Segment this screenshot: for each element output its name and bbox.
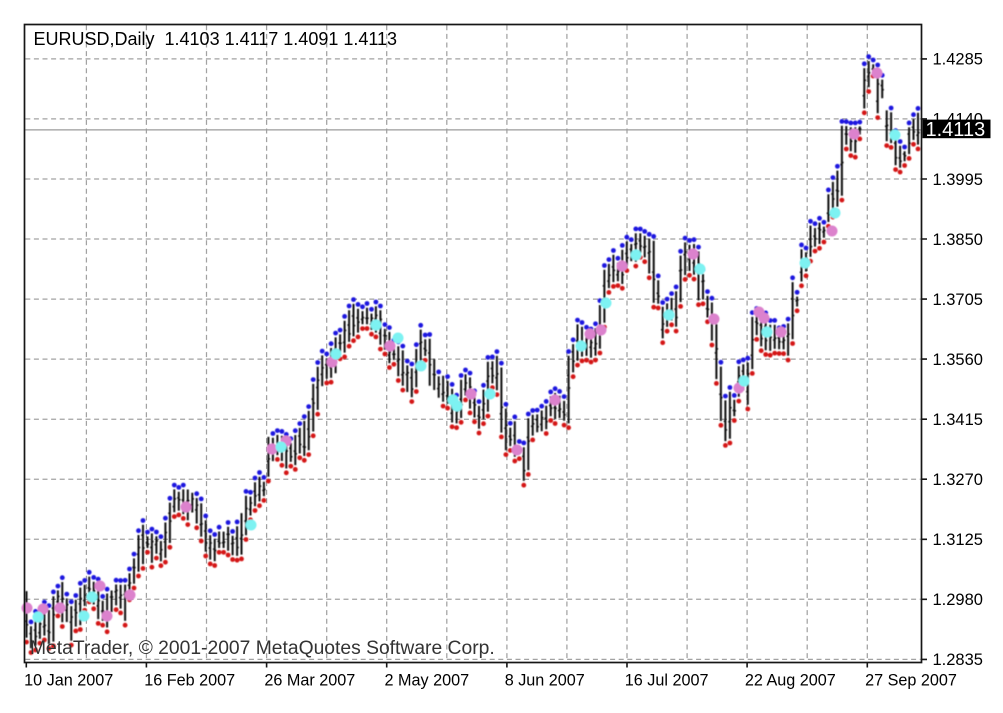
svg-text:1.3705: 1.3705: [933, 291, 983, 309]
svg-text:2 May 2007: 2 May 2007: [385, 672, 470, 690]
svg-text:1.3995: 1.3995: [933, 171, 983, 189]
svg-text:1.3850: 1.3850: [933, 231, 983, 249]
svg-text:27 Sep 2007: 27 Sep 2007: [865, 672, 957, 690]
svg-text:1.3270: 1.3270: [933, 471, 983, 489]
svg-text:EURUSD,Daily 1.4103 1.4117 1.: EURUSD,Daily 1.4103 1.4117 1.4091 1.4113: [34, 29, 398, 49]
svg-text:MetaTrader, © 2001-2007 MetaQu: MetaTrader, © 2001-2007 MetaQuotes Softw…: [30, 638, 495, 659]
svg-text:16 Jul 2007: 16 Jul 2007: [625, 672, 709, 690]
svg-text:8 Jun 2007: 8 Jun 2007: [505, 672, 585, 690]
svg-text:1.2835: 1.2835: [933, 651, 983, 669]
svg-text:26 Mar 2007: 26 Mar 2007: [264, 672, 355, 690]
svg-text:1.4113: 1.4113: [926, 119, 986, 141]
svg-text:16 Feb 2007: 16 Feb 2007: [144, 672, 235, 690]
svg-text:22 Aug 2007: 22 Aug 2007: [745, 672, 836, 690]
svg-text:1.4285: 1.4285: [933, 51, 983, 69]
svg-text:1.3125: 1.3125: [933, 531, 983, 549]
svg-text:1.3415: 1.3415: [933, 411, 983, 429]
svg-text:1.2980: 1.2980: [933, 591, 983, 609]
svg-text:1.3560: 1.3560: [933, 351, 983, 369]
svg-text:10 Jan 2007: 10 Jan 2007: [24, 672, 113, 690]
